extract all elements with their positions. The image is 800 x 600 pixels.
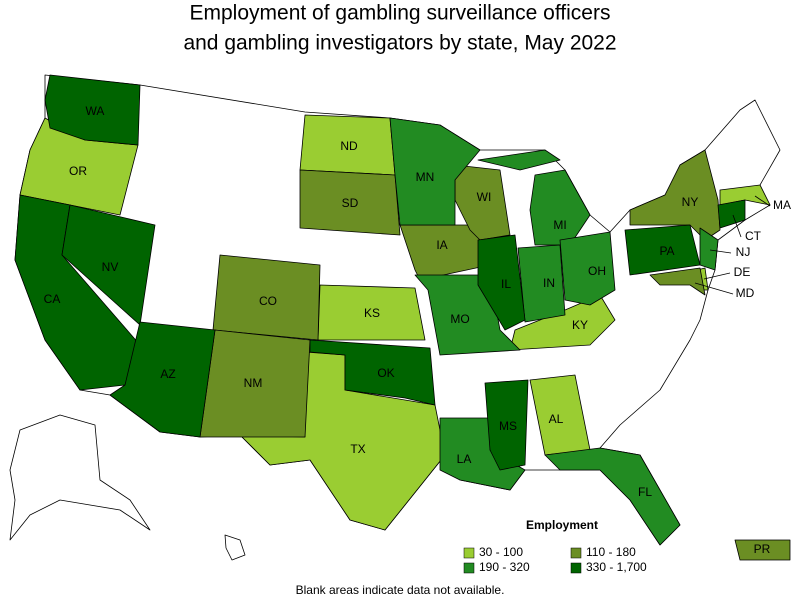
- state-label: OH: [588, 264, 606, 278]
- state: [699, 227, 719, 271]
- state-label: WA: [86, 104, 105, 118]
- state-label: MN: [416, 170, 435, 184]
- state-label: KS: [364, 306, 380, 320]
- state-label: OK: [377, 366, 394, 380]
- state: [389, 117, 481, 226]
- state-label: FL: [638, 485, 652, 499]
- state-label: KY: [572, 318, 588, 332]
- state-label: IA: [436, 238, 447, 252]
- state-label: LA: [457, 452, 472, 466]
- state-label: WI: [477, 190, 492, 204]
- legend-swatch: [570, 562, 582, 574]
- legend-title: Employment: [526, 518, 598, 532]
- legend-swatch: [463, 562, 475, 574]
- state: [309, 339, 436, 406]
- legend-swatch: [570, 547, 582, 559]
- state-label: IL: [501, 277, 511, 291]
- state: [717, 199, 746, 229]
- legend-label: 110 - 180: [586, 545, 636, 559]
- callout-line: [703, 272, 731, 280]
- state-label: NY: [682, 195, 699, 209]
- alaska-outline: [9, 414, 151, 541]
- state: [44, 74, 141, 146]
- hawaii-outline: [224, 534, 246, 561]
- legend-label: 190 - 320: [479, 560, 530, 574]
- state: [484, 379, 529, 471]
- state-label: NM: [244, 376, 263, 390]
- title-line: and gambling investigators by state, May…: [183, 32, 616, 55]
- state-label: MS: [499, 419, 517, 433]
- callout-line: [709, 249, 732, 254]
- state-label: OR: [69, 164, 87, 178]
- state-label: MI: [553, 218, 566, 232]
- state: [299, 169, 401, 236]
- state-label: DE: [734, 265, 751, 279]
- state-label: IN: [543, 276, 555, 290]
- callout-line: [694, 282, 734, 295]
- state-label: AZ: [160, 367, 175, 381]
- state-label: MO: [450, 312, 469, 326]
- state-label: SD: [342, 196, 359, 210]
- state: [477, 234, 526, 331]
- state: [624, 224, 701, 276]
- note: Blank areas indicate data not available.: [296, 583, 505, 597]
- state: [559, 231, 616, 306]
- legend-swatch: [463, 547, 475, 559]
- state-label: NV: [102, 260, 119, 274]
- state: [544, 447, 681, 546]
- title-line: Employment of gambling surveillance offi…: [190, 2, 611, 25]
- state-label: PA: [659, 244, 674, 258]
- state-label: ND: [340, 139, 358, 153]
- state: [109, 321, 216, 438]
- legend-label: 330 - 1,700: [586, 560, 647, 574]
- state-label: TX: [350, 442, 365, 456]
- state-label: CA: [44, 292, 61, 306]
- state-label: NJ: [736, 245, 751, 259]
- state-label: CO: [259, 294, 277, 308]
- callout-line: [732, 214, 742, 238]
- legend-label: 30 - 100: [479, 545, 523, 559]
- state: [517, 244, 566, 323]
- state-label: MD: [736, 286, 755, 300]
- state: [399, 224, 491, 281]
- state-label: CT: [745, 229, 762, 243]
- state-label: MA: [773, 198, 791, 212]
- state: [734, 539, 791, 561]
- state-label: AL: [549, 412, 564, 426]
- state-label: PR: [754, 542, 771, 556]
- state: [649, 267, 706, 296]
- state: [719, 184, 771, 206]
- state: [212, 254, 321, 341]
- callout-line: [754, 195, 771, 207]
